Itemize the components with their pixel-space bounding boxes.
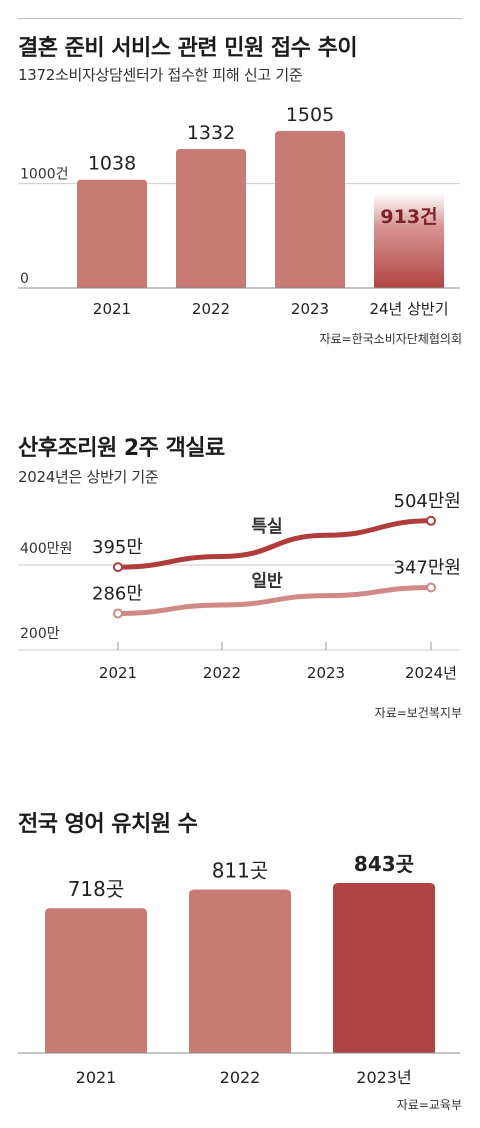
x-tick-label: 24년 상반기 [369, 300, 448, 318]
complaints-bar-chart: 0 1000건 1038 2021 1332 2022 1505 2023 913건 24년 상반… [18, 104, 460, 318]
bar [189, 889, 291, 1053]
kindergartens-bar-chart: 718곳 2021 811곳 2022 843곳 2023년 [18, 852, 460, 1087]
bar [176, 149, 246, 288]
series-line [115, 518, 434, 570]
end-value-label: 504만원 [394, 491, 461, 512]
complaints-source: 자료=한국소비자단체협의회 [319, 332, 462, 346]
postpartum-title: 산후조리원 2주 객실료 [18, 436, 225, 461]
x-tick-label: 2022 [220, 1068, 261, 1087]
data-label: 913건 [380, 206, 437, 228]
postpartum-source: 자료=보건복지부 [374, 706, 462, 720]
x-tick-label: 2022 [203, 664, 241, 682]
x-tick-label: 2021 [93, 300, 131, 318]
complaints-subtitle: 1372소비자상담센터가 접수한 피해 신고 기준 [18, 66, 303, 84]
start-value-label: 395만 [92, 537, 143, 558]
bar [333, 883, 435, 1053]
kindergartens-source: 자료=교육부 [396, 1098, 462, 1112]
start-value-label: 286만 [92, 583, 143, 604]
end-value-label: 347만원 [394, 558, 461, 579]
x-tick-label: 2024년 [405, 664, 457, 682]
x-tick-label: 2022 [192, 300, 230, 318]
data-label: 843곳 [354, 852, 414, 876]
data-point [426, 582, 436, 593]
y-tick-label: 400만원 [20, 541, 72, 557]
kindergartens-title: 전국 영어 유치원 수 [18, 812, 198, 837]
data-label: 1505 [286, 104, 334, 126]
data-label: 811곳 [212, 858, 269, 882]
series-name-label: 일반 [251, 571, 283, 591]
bar [275, 131, 345, 288]
top-rule [18, 18, 462, 19]
bar [45, 908, 147, 1053]
data-point [113, 562, 123, 573]
data-label: 1332 [187, 122, 235, 144]
x-tick-label: 2023년 [356, 1068, 411, 1087]
data-label: 1038 [88, 153, 136, 175]
y-tick-label: 200만 [20, 626, 60, 642]
series-name-label: 특실 [251, 517, 282, 537]
x-tick-label: 2023 [307, 664, 345, 682]
data-label: 718곳 [68, 877, 125, 901]
bar [77, 179, 147, 288]
y-tick-label: 1000건 [20, 167, 69, 183]
complaints-title: 결혼 준비 서비스 관련 민원 접수 추이 [18, 36, 358, 61]
data-point [113, 608, 123, 619]
x-tick-label: 2021 [76, 1068, 117, 1087]
data-point [426, 515, 436, 526]
postpartum-subtitle: 2024년은 상반기 기준 [18, 468, 159, 486]
series-line [115, 585, 434, 616]
bar [374, 192, 444, 288]
x-tick-label: 2023 [291, 300, 329, 318]
x-tick-label: 2021 [99, 664, 137, 682]
y-tick-label: 0 [20, 271, 29, 287]
